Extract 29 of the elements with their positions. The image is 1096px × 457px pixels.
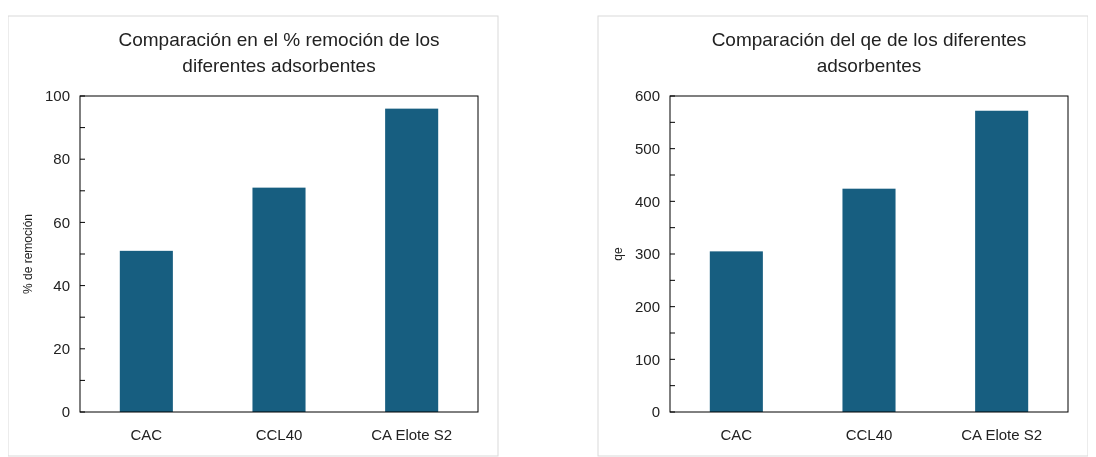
- y-tick-label: 0: [651, 403, 660, 421]
- y-tick-label: 600: [634, 87, 660, 105]
- y-tick-label: 300: [634, 245, 660, 263]
- x-tick-label: CCL40: [845, 426, 893, 443]
- y-axis-title: % de remoción: [21, 213, 35, 295]
- bar: [119, 250, 173, 412]
- y-tick-label: 100: [44, 87, 70, 105]
- bar: [385, 108, 439, 412]
- x-tick-label: CAC: [720, 426, 753, 443]
- y-axis-title: qe: [611, 247, 625, 261]
- x-tick-label: CCL40: [255, 426, 303, 443]
- y-tick-label: 80: [53, 150, 70, 168]
- bar: [709, 251, 763, 412]
- x-tick-label: CA Elote S2: [961, 426, 1043, 443]
- x-tick-label: CA Elote S2: [371, 426, 453, 443]
- y-tick-label: 100: [634, 350, 660, 368]
- y-tick-label: 20: [53, 340, 70, 358]
- y-tick-label: 400: [634, 192, 660, 210]
- y-tick-label: 500: [634, 139, 660, 157]
- y-tick-label: 40: [53, 276, 70, 294]
- y-tick-label: 0: [61, 403, 70, 421]
- bar: [975, 110, 1029, 412]
- chart-title: Comparación en el % remoción de los diferentes adsorbentes: [118, 29, 440, 76]
- bar: [842, 188, 896, 412]
- y-tick-label: 60: [53, 213, 70, 231]
- x-tick-label: CAC: [130, 426, 163, 443]
- y-tick-label: 200: [634, 297, 660, 315]
- chart-title: Comparación del qe de los diferentes adsorbentes: [711, 29, 1027, 76]
- bar: [252, 187, 306, 412]
